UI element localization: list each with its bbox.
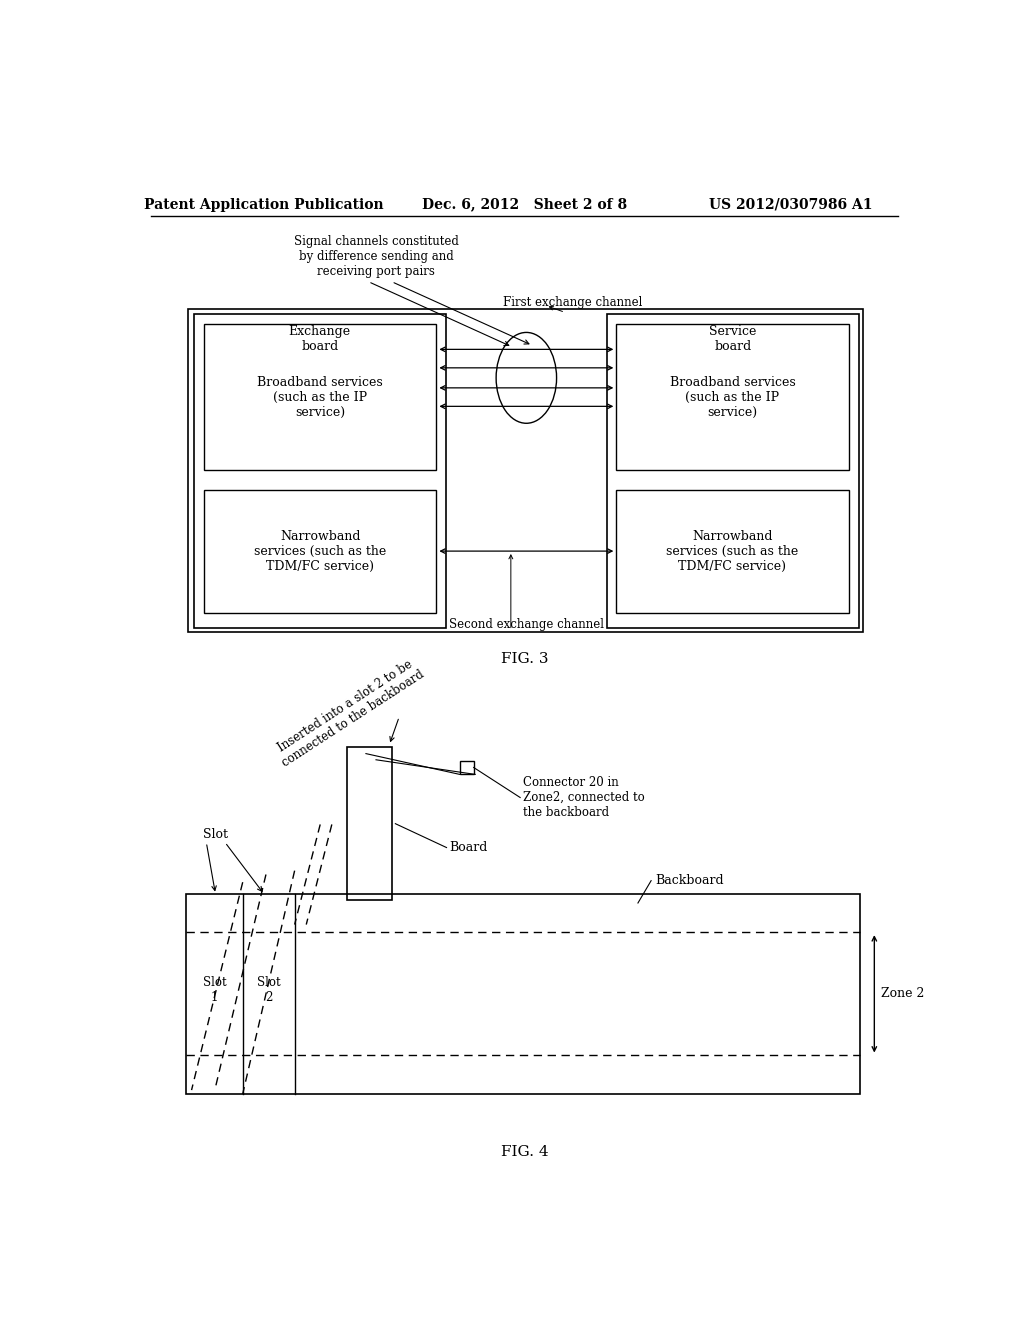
Text: Broadband services
(such as the IP
service): Broadband services (such as the IP servi… <box>257 376 383 418</box>
Text: Narrowband
services (such as the
TDM/FC service): Narrowband services (such as the TDM/FC … <box>254 529 386 573</box>
Text: Zone 2: Zone 2 <box>881 987 924 1001</box>
Text: Exchange
board: Exchange board <box>289 326 351 354</box>
Text: Second exchange channel: Second exchange channel <box>449 618 604 631</box>
Text: Backboard: Backboard <box>655 874 724 887</box>
Text: Patent Application Publication: Patent Application Publication <box>143 198 383 211</box>
Text: Service
board: Service board <box>710 326 757 354</box>
Text: Narrowband
services (such as the
TDM/FC service): Narrowband services (such as the TDM/FC … <box>667 529 799 573</box>
Text: Board: Board <box>450 841 488 854</box>
Text: Slot
2: Slot 2 <box>257 975 281 1005</box>
Text: FIG. 3: FIG. 3 <box>501 652 549 665</box>
Text: Signal channels constituted
by difference sending and
receiving port pairs: Signal channels constituted by differenc… <box>294 235 459 277</box>
Text: Connector 20 in
Zone2, connected to
the backboard: Connector 20 in Zone2, connected to the … <box>523 776 645 818</box>
Text: Broadband services
(such as the IP
service): Broadband services (such as the IP servi… <box>670 376 796 418</box>
Text: Dec. 6, 2012   Sheet 2 of 8: Dec. 6, 2012 Sheet 2 of 8 <box>422 198 628 211</box>
Bar <box>460 760 474 775</box>
Text: Slot
1: Slot 1 <box>203 975 226 1005</box>
Text: First exchange channel: First exchange channel <box>503 296 642 309</box>
Text: US 2012/0307986 A1: US 2012/0307986 A1 <box>709 198 872 211</box>
Text: Inserted into a slot 2 to be
connected to the backboard: Inserted into a slot 2 to be connected t… <box>271 656 426 770</box>
Text: Slot: Slot <box>203 828 228 841</box>
Text: FIG. 4: FIG. 4 <box>501 1144 549 1159</box>
